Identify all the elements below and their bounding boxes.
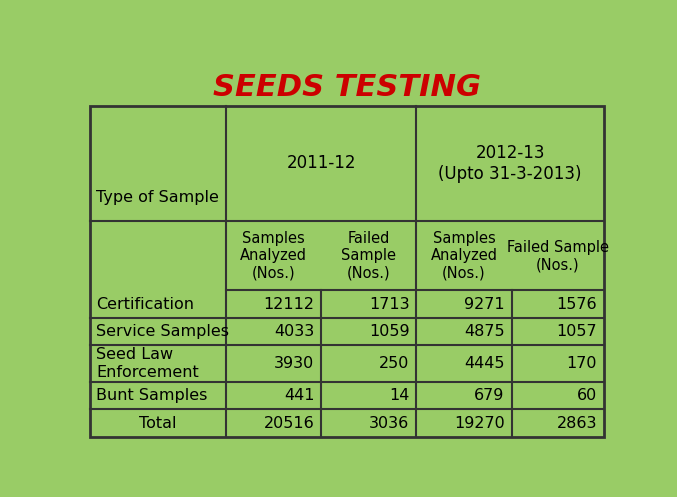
Text: Seed Law
Enforcement: Seed Law Enforcement (96, 347, 199, 380)
Text: Samples
Analyzed
(Nos.): Samples Analyzed (Nos.) (431, 231, 498, 281)
Text: Service Samples: Service Samples (96, 324, 230, 339)
Text: 14: 14 (389, 388, 410, 403)
Text: 679: 679 (475, 388, 504, 403)
Text: 4033: 4033 (274, 324, 314, 339)
Text: 12112: 12112 (263, 297, 314, 312)
Text: Certification: Certification (96, 297, 194, 312)
Text: 20516: 20516 (263, 415, 314, 430)
Text: 1713: 1713 (369, 297, 410, 312)
Text: 2011-12: 2011-12 (286, 155, 356, 172)
Text: 3930: 3930 (274, 356, 314, 371)
Text: 250: 250 (379, 356, 410, 371)
Text: SEEDS TESTING: SEEDS TESTING (213, 73, 481, 102)
Text: 9271: 9271 (464, 297, 504, 312)
Text: 1576: 1576 (556, 297, 597, 312)
Text: Samples
Analyzed
(Nos.): Samples Analyzed (Nos.) (240, 231, 307, 281)
Text: 2863: 2863 (556, 415, 597, 430)
Text: 170: 170 (567, 356, 597, 371)
Text: Failed
Sample
(Nos.): Failed Sample (Nos.) (341, 231, 396, 281)
Text: 441: 441 (284, 388, 314, 403)
Text: 2012-13
(Upto 31-3-2013): 2012-13 (Upto 31-3-2013) (439, 144, 582, 183)
Text: Total: Total (139, 415, 177, 430)
Text: Bunt Samples: Bunt Samples (96, 388, 208, 403)
Text: 1059: 1059 (369, 324, 410, 339)
Text: Failed Sample
(Nos.): Failed Sample (Nos.) (507, 240, 609, 272)
Text: 4875: 4875 (464, 324, 504, 339)
Text: 4445: 4445 (464, 356, 504, 371)
Text: 60: 60 (577, 388, 597, 403)
Text: Type of Sample: Type of Sample (96, 190, 219, 205)
Text: 1057: 1057 (556, 324, 597, 339)
Text: 3036: 3036 (370, 415, 410, 430)
Text: 19270: 19270 (454, 415, 504, 430)
